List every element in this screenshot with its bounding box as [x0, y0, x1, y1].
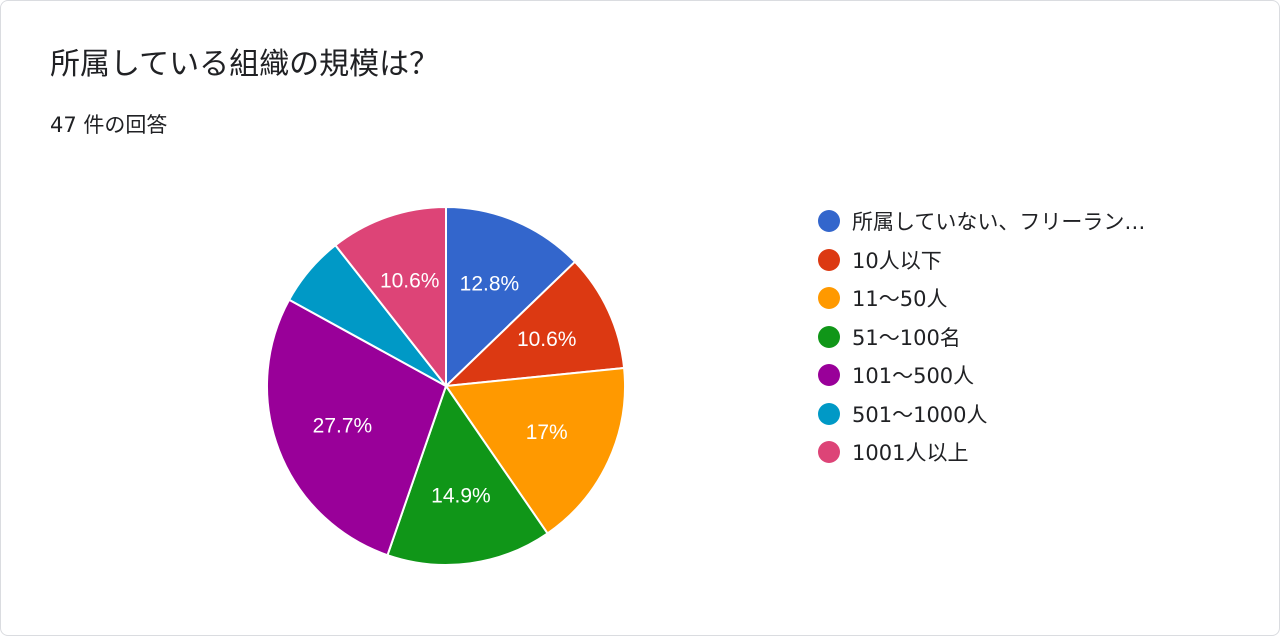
legend-swatch — [818, 402, 840, 425]
legend-label: 所属していない、フリーラン… — [852, 210, 1146, 235]
pie-slice[interactable] — [386, 385, 549, 566]
legend-swatch — [818, 364, 840, 387]
pie-slice[interactable] — [334, 206, 447, 387]
legend-label: 101〜500人 — [852, 364, 975, 389]
slice-label: 17% — [526, 421, 568, 444]
response-count: 47 件の回答 — [50, 113, 168, 137]
legend-swatch — [818, 248, 840, 271]
legend-label: 11〜50人 — [852, 287, 948, 312]
legend-item[interactable]: 51〜100名 — [818, 318, 1218, 357]
slice-label: 12.8% — [460, 272, 520, 295]
slice-label: 10.6% — [517, 328, 577, 351]
legend-swatch — [818, 210, 840, 233]
pie-slice[interactable] — [445, 367, 626, 535]
pie-slice[interactable] — [445, 260, 626, 387]
chart-legend: 所属していない、フリーラン… 10人以下 11〜50人 51〜100名 101〜500人… — [818, 202, 1218, 472]
legend-item[interactable]: 11〜50人 — [818, 279, 1218, 318]
legend-item[interactable]: 10人以下 — [818, 241, 1218, 280]
chart-title: 所属している組織の規模は？ — [50, 47, 440, 82]
legend-swatch — [818, 441, 840, 464]
legend-label: 10人以下 — [852, 248, 942, 273]
slice-label: 27.7% — [313, 414, 373, 437]
legend-label: 1001人以上 — [852, 441, 969, 466]
legend-swatch — [818, 325, 840, 348]
pie-slice[interactable] — [445, 206, 576, 387]
legend-label: 501〜1000人 — [852, 402, 988, 427]
slice-label: 10.6% — [380, 270, 440, 293]
legend-swatch — [818, 287, 840, 310]
slice-label: 14.9% — [431, 484, 491, 507]
legend-item[interactable]: 101〜500人 — [818, 356, 1218, 395]
legend-item[interactable]: 所属していない、フリーラン… — [818, 202, 1218, 241]
legend-item[interactable]: 501〜1000人 — [818, 395, 1218, 434]
legend-item[interactable]: 1001人以上 — [818, 433, 1218, 472]
pie-slice[interactable] — [266, 298, 447, 557]
legend-label: 51〜100名 — [852, 325, 961, 350]
